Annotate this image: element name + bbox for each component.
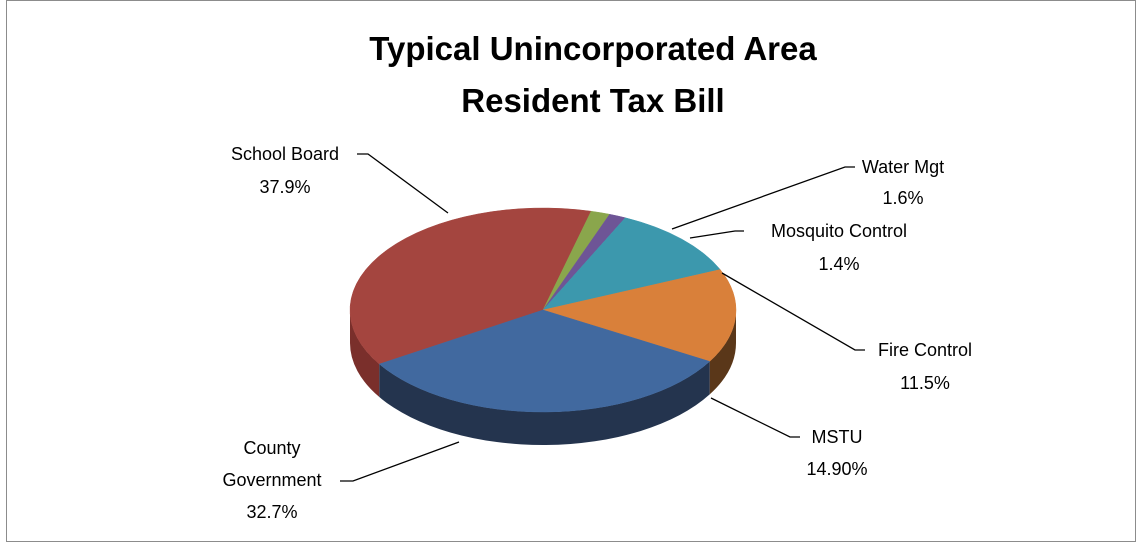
pie-sides — [350, 310, 736, 445]
data-label-county-government-line-2: Government — [222, 470, 321, 490]
leader-line-county-government — [340, 441, 460, 482]
data-label-fire-control-line-2: 11.5% — [900, 373, 950, 393]
pie-slice-school-board — [349, 207, 592, 365]
pie-side-mstu — [709, 310, 736, 395]
leader-lines — [340, 153, 865, 482]
leader-line-water-mgt — [671, 166, 855, 230]
data-label-school-board-line-2: 37.9% — [259, 177, 310, 197]
leader-line-mstu — [710, 397, 800, 438]
pie-side-county-government — [379, 361, 710, 445]
pie-side-school-board — [350, 310, 380, 398]
pie-slice-county-government — [378, 309, 711, 413]
pie-slice-fire-control — [542, 217, 721, 311]
leader-line-school-board — [357, 153, 449, 214]
data-label-mosquito-control-line-2: 1.4% — [818, 254, 859, 274]
leader-line-mosquito-control — [689, 230, 744, 239]
data-label-mosquito-control-line-1: Mosquito Control — [771, 221, 907, 241]
data-label-county-government-line-1: County — [243, 438, 300, 458]
chart-title-line-2: Resident Tax Bill — [461, 82, 724, 119]
chart-title-line-1: Typical Unincorporated Area — [369, 30, 817, 67]
data-label-school-board-line-1: School Board — [231, 144, 339, 164]
pie-top — [349, 207, 737, 413]
data-label-water-mgt-line-2: 1.6% — [882, 188, 923, 208]
data-label-mstu-line-2: 14.90% — [806, 459, 867, 479]
data-label-fire-control-line-1: Fire Control — [878, 340, 972, 360]
chart-title: Typical Unincorporated Area Resident Tax… — [369, 30, 817, 119]
leader-line-fire-control — [721, 272, 865, 351]
pie-slice-mstu — [542, 269, 737, 362]
data-label-water-mgt-line-1: Water Mgt — [862, 157, 944, 177]
data-label-county-government-line-3: 32.7% — [246, 502, 297, 522]
data-label-mstu-line-1: MSTU — [812, 427, 863, 447]
data-labels: School Board 37.9% Water Mgt 1.6% Mosquito C… — [222, 144, 972, 522]
